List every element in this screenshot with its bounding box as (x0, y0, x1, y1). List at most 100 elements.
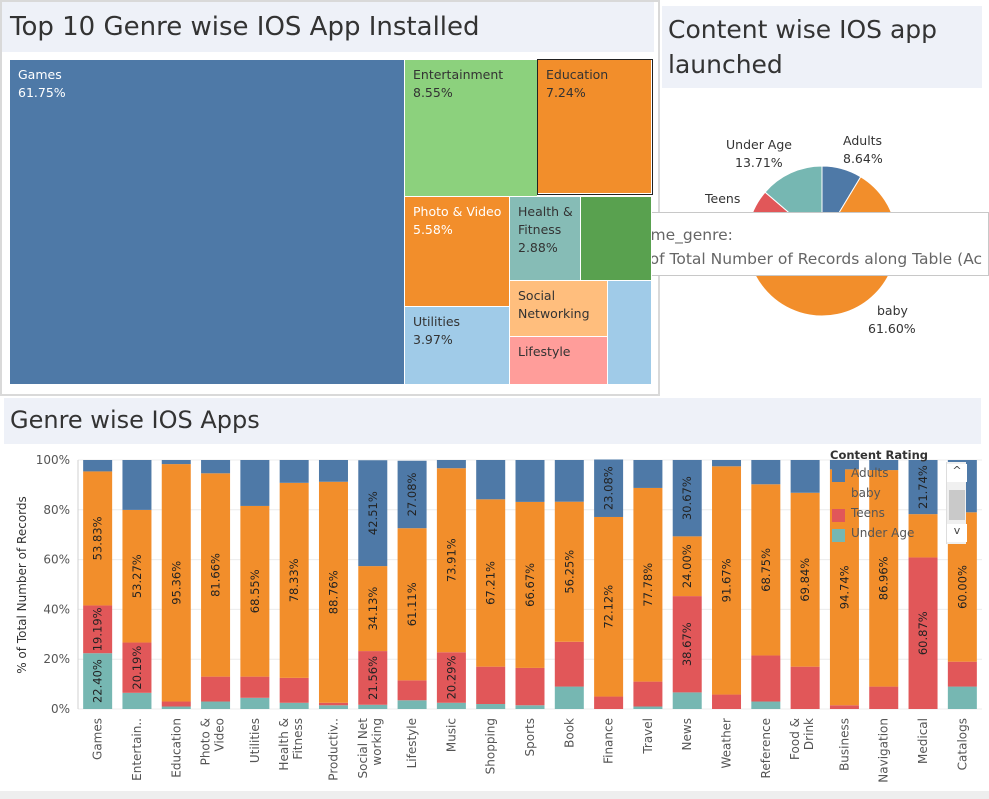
legend-item-baby[interactable]: baby (832, 486, 952, 504)
bar-segment-lifestyle-under-age[interactable] (397, 700, 427, 709)
bar-segment-weather-teens[interactable] (712, 694, 742, 709)
bar-segment-education-teens[interactable] (161, 701, 191, 707)
bar-segment-book-baby[interactable] (554, 501, 584, 642)
legend-item-teens[interactable]: Teens (832, 506, 952, 524)
bar-segment-reference-adults[interactable] (751, 460, 781, 485)
bar-segment-photo-video-adults[interactable] (201, 460, 231, 474)
bar-segment-food-drink-baby[interactable] (790, 492, 820, 667)
bar-segment-travel-adults[interactable] (633, 460, 663, 488)
bar-segment-news-baby[interactable] (672, 536, 702, 597)
bar-segment-music-teens[interactable] (436, 652, 466, 703)
bar-segment-utilities-baby[interactable] (240, 505, 270, 677)
bar-segment-photo-video-under-age[interactable] (201, 701, 231, 709)
bar-segment-entertain-baby[interactable] (122, 509, 152, 643)
bar-segment-photo-video-teens[interactable] (201, 676, 231, 702)
bar-segment-travel-baby[interactable] (633, 487, 663, 682)
treemap-cell-unlabeled-5[interactable] (581, 197, 652, 281)
bar-segment-education-under-age[interactable] (161, 706, 191, 709)
bar-segment-health-fitness-teens[interactable] (279, 677, 309, 703)
bar-segment-shopping-adults[interactable] (476, 460, 506, 500)
bar-segment-productiv-baby[interactable] (318, 481, 348, 703)
bar-segment-games-under-age[interactable] (83, 653, 113, 709)
bar-segment-medical-baby[interactable] (908, 514, 938, 558)
bar-segment-games-adults[interactable] (83, 460, 113, 472)
bar-segment-finance-baby[interactable] (594, 516, 624, 697)
bar-segment-reference-teens[interactable] (751, 655, 781, 702)
bar-segment-book-teens[interactable] (554, 641, 584, 687)
bar-segment-games-teens[interactable] (83, 605, 113, 654)
bar-segment-lifestyle-adults[interactable] (397, 460, 427, 529)
bar-segment-book-under-age[interactable] (554, 686, 584, 709)
bar-segment-medical-adults[interactable] (908, 460, 938, 515)
treemap-cell-utilities[interactable]: Utilities 3.97% (405, 307, 510, 385)
bar-segment-business-teens[interactable] (829, 705, 859, 709)
bar-segment-sports-under-age[interactable] (515, 705, 545, 709)
bar-segment-reference-baby[interactable] (751, 484, 781, 656)
bar-segment-productiv-adults[interactable] (318, 460, 348, 482)
legend-item-under-age[interactable]: Under Age (832, 526, 952, 544)
bar-segment-entertain-teens[interactable] (122, 642, 152, 693)
legend-scrollbar[interactable]: ^ v (946, 462, 967, 544)
bar-segment-health-fitness-baby[interactable] (279, 482, 309, 678)
bar-segment-navigation-teens[interactable] (869, 686, 899, 709)
bar-segment-health-fitness-under-age[interactable] (279, 702, 309, 709)
bar-segment-catalogs-teens[interactable] (947, 661, 977, 687)
bar-segment-sports-teens[interactable] (515, 667, 545, 706)
bar-segment-catalogs-under-age[interactable] (947, 686, 977, 709)
bar-segment-food-drink-teens[interactable] (790, 666, 820, 709)
bar-segment-lifestyle-baby[interactable] (397, 528, 427, 681)
bar-segment-weather-adults[interactable] (712, 460, 742, 467)
legend-item-adults[interactable]: Adults (832, 466, 952, 484)
bar-segment-weather-baby[interactable] (712, 466, 742, 695)
bar-segment-lifestyle-teens[interactable] (397, 680, 427, 701)
bar-segment-entertain-under-age[interactable] (122, 692, 152, 709)
bar-segment-productiv-teens[interactable] (318, 702, 348, 706)
bar-segment-education-adults[interactable] (161, 460, 191, 465)
bar-segment-food-drink-adults[interactable] (790, 460, 820, 493)
bar-segment-travel-under-age[interactable] (633, 706, 663, 709)
bar-segment-utilities-adults[interactable] (240, 460, 270, 506)
treemap-cell-lifestyle[interactable]: Lifestyle (510, 337, 608, 385)
bar-segment-shopping-under-age[interactable] (476, 704, 506, 709)
bar-segment-news-under-age[interactable] (672, 692, 702, 709)
bar-segment-shopping-teens[interactable] (476, 666, 506, 705)
bar-segment-navigation-adults[interactable] (869, 460, 899, 471)
treemap-cell-health-fitness[interactable]: Health & Fitness 2.88% (510, 197, 581, 281)
bar-segment-reference-under-age[interactable] (751, 701, 781, 709)
bar-segment-social-net-working-teens[interactable] (358, 651, 388, 705)
legend-scroll-thumb[interactable] (949, 490, 965, 520)
bar-segment-sports-adults[interactable] (515, 460, 545, 502)
treemap-cell-social-networking[interactable]: Social Networking (510, 281, 608, 337)
bar-segment-business-adults[interactable] (829, 460, 859, 470)
bar-segment-social-net-working-adults[interactable] (358, 460, 388, 567)
bar-segment-health-fitness-adults[interactable] (279, 460, 309, 483)
legend-scroll-up-button[interactable]: ^ (947, 464, 967, 482)
bar-segment-finance-adults[interactable] (594, 459, 624, 517)
bar-segment-education-baby[interactable] (161, 464, 191, 702)
treemap-cell-unlabeled-9[interactable] (608, 281, 652, 385)
bar-segment-utilities-under-age[interactable] (240, 697, 270, 709)
bar-segment-finance-teens[interactable] (594, 696, 624, 709)
bar-segment-music-adults[interactable] (436, 460, 466, 469)
treemap-cell-entertainment[interactable]: Entertainment 8.55% (405, 60, 538, 197)
legend-scroll-down-button[interactable]: v (947, 524, 967, 542)
bar-segment-travel-teens[interactable] (633, 681, 663, 707)
bar-segment-book-adults[interactable] (554, 460, 584, 502)
bar-segment-productiv-under-age[interactable] (318, 705, 348, 709)
bar-segment-medical-teens[interactable] (908, 557, 938, 709)
bar-segment-sports-baby[interactable] (515, 501, 545, 668)
bar-segment-shopping-baby[interactable] (476, 499, 506, 667)
bar-segment-business-baby[interactable] (829, 469, 859, 706)
treemap-cell-education[interactable]: Education 7.24% (537, 59, 653, 195)
treemap-cell-photo-video[interactable]: Photo & Video 5.58% (405, 197, 510, 307)
bar-segment-music-baby[interactable] (436, 468, 466, 653)
bar-segment-games-baby[interactable] (83, 471, 113, 606)
bar-segment-photo-video-baby[interactable] (201, 473, 231, 677)
bar-segment-music-under-age[interactable] (436, 702, 466, 709)
bar-segment-entertain-adults[interactable] (122, 460, 152, 510)
bar-segment-social-net-working-baby[interactable] (358, 566, 388, 652)
treemap-cell-games[interactable]: Games 61.75% (10, 60, 405, 385)
bar-segment-navigation-baby[interactable] (869, 470, 899, 687)
bar-segment-social-net-working-under-age[interactable] (358, 704, 388, 709)
bar-segment-news-adults[interactable] (672, 459, 702, 537)
